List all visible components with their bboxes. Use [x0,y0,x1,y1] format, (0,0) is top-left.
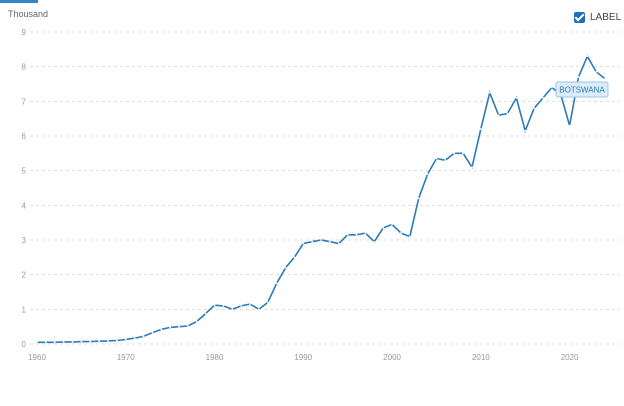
data-point-2015 [524,129,527,132]
data-point-1981 [222,304,225,307]
y-tick-label-2: 2 [22,271,27,280]
data-point-1995 [346,233,349,236]
data-point-1994 [337,242,340,245]
data-point-2013 [506,112,509,115]
data-point-1965 [80,340,83,343]
label-toggle[interactable]: LABEL [574,12,621,23]
data-point-1993 [329,240,331,243]
data-point-1961 [44,341,47,344]
series-label-box [555,81,609,98]
y-tick-label-8: 8 [22,63,27,72]
data-point-2001 [400,232,402,234]
data-point-1989 [293,256,296,259]
data-point-1977 [187,325,189,327]
data-point-1963 [62,341,65,343]
x-tick-label-1990: 1990 [294,353,312,362]
data-point-2002 [408,235,411,238]
series-label-text: BOTSWANA [559,86,605,95]
data-point-2022 [586,55,589,58]
x-tick-label-1970: 1970 [117,353,135,362]
data-point-2014 [515,96,518,99]
data-point-2023 [595,70,598,73]
x-tick-label-2010: 2010 [472,353,490,362]
data-point-1974 [160,328,163,331]
tick-layer: 0 1 2 3 4 5 6 7 8 9 1960 1970 1980 1990 2000 2010 2020 [22,28,580,362]
y-tick-label-0: 0 [22,340,27,349]
data-point-1985 [258,308,260,311]
data-point-2018 [550,86,553,89]
data-point-1973 [151,331,154,334]
data-point-2021 [577,76,580,78]
top-accent-bar [0,0,38,3]
data-point-1998 [373,240,376,243]
data-point-1962 [53,341,56,344]
y-tick-label-9: 9 [22,28,27,37]
data-point-1979 [204,312,207,315]
series-layer [36,54,607,344]
data-point-1980 [213,304,216,307]
data-point-1960 [36,341,38,344]
data-point-2000 [391,223,393,226]
data-point-1999 [382,226,385,229]
label-toggle-text: LABEL [590,12,622,23]
y-tick-label-4: 4 [22,201,27,210]
data-point-2007 [453,152,456,155]
y-tick-label-6: 6 [22,132,27,141]
data-point-2012 [497,114,500,117]
series-label-badge: BOTSWANA [555,81,609,98]
y-tick-label-1: 1 [22,305,27,314]
data-point-1983 [240,304,243,307]
data-point-2008 [462,152,464,155]
x-tick-label-1980: 1980 [206,353,224,362]
data-point-1991 [311,240,314,243]
y-axis-unit-label: Thousand [8,9,49,19]
data-point-2017 [542,96,544,99]
y-tick-label-7: 7 [22,97,27,106]
data-point-1987 [275,282,278,285]
data-point-2011 [488,91,491,94]
data-point-1975 [169,326,172,329]
data-point-2004 [426,173,429,176]
data-point-1978 [195,320,198,323]
data-point-2020 [568,124,571,127]
data-point-2005 [435,157,438,160]
data-point-1990 [302,242,305,245]
data-point-1970 [124,338,127,341]
label-checkbox[interactable] [574,12,585,23]
data-point-1964 [71,341,74,343]
data-point-1971 [133,337,136,340]
data-point-1984 [249,303,251,306]
data-point-1968 [107,339,109,342]
x-tick-label-1960: 1960 [28,353,46,362]
data-point-1996 [355,233,358,236]
data-point-2010 [479,128,482,130]
data-point-1969 [115,339,118,342]
data-point-1986 [266,301,269,304]
data-point-1976 [178,325,180,328]
data-point-1972 [142,335,145,338]
data-point-1992 [320,239,322,241]
data-point-1966 [89,340,92,343]
data-point-2006 [444,159,447,162]
series-label-layer: BOTSWANA [555,81,609,98]
data-point-1967 [98,340,101,343]
data-point-1982 [231,308,234,311]
data-point-2024 [604,77,607,80]
data-point-2003 [417,197,420,200]
data-point-1988 [284,266,287,269]
data-point-2009 [471,166,473,169]
y-tick-label-3: 3 [22,236,27,245]
data-point-1997 [364,232,367,234]
grid-layer [30,31,620,345]
series-line-0 [37,54,606,344]
x-tick-label-2020: 2020 [561,353,579,362]
y-tick-label-5: 5 [22,167,27,176]
data-point-2016 [533,107,536,110]
x-tick-label-2000: 2000 [383,353,401,362]
